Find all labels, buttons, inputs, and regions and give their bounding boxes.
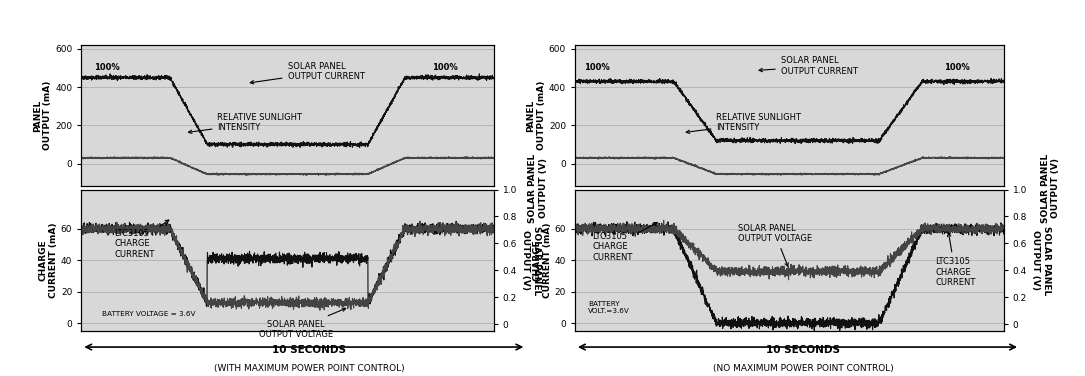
Text: SOLAR PANEL
OUTPUT CURRENT: SOLAR PANEL OUTPUT CURRENT [760, 56, 858, 76]
Text: (NO MAXIMUM POWER POINT CONTROL): (NO MAXIMUM POWER POINT CONTROL) [713, 364, 893, 373]
Y-axis label: CHARGE
CURRENT (mA): CHARGE CURRENT (mA) [39, 223, 59, 298]
Text: 100%: 100% [944, 64, 969, 73]
Text: LTC3105
CHARGE
CURRENT: LTC3105 CHARGE CURRENT [114, 220, 169, 259]
Text: SOLAR PANEL
OUTPUT VOLTAGE: SOLAR PANEL OUTPUT VOLTAGE [738, 224, 812, 266]
Y-axis label: CHARGE
CURRENT (mA): CHARGE CURRENT (mA) [533, 223, 552, 298]
Text: RELATIVE SUNLIGHT
INTENSITY: RELATIVE SUNLIGHT INTENSITY [189, 113, 303, 133]
Text: LTC3105
CHARGE
CURRENT: LTC3105 CHARGE CURRENT [935, 233, 975, 287]
Text: 100%: 100% [584, 64, 610, 73]
Text: 100%: 100% [93, 64, 119, 73]
Y-axis label: SOLAR PANEL
OUTPUT (V): SOLAR PANEL OUTPUT (V) [1031, 226, 1050, 295]
Text: SOLAR PANEL
OUTPUT CURRENT: SOLAR PANEL OUTPUT CURRENT [251, 62, 365, 84]
Text: 10 SECONDS: 10 SECONDS [272, 346, 346, 355]
Text: SOLAR PANEL
OUTPUT (V): SOLAR PANEL OUTPUT (V) [528, 153, 548, 223]
Y-axis label: PANEL
OUTPUT (mA): PANEL OUTPUT (mA) [33, 81, 52, 150]
Text: LTC3105
CHARGE
CURRENT: LTC3105 CHARGE CURRENT [592, 223, 658, 262]
Text: (WITH MAXIMUM POWER POINT CONTROL): (WITH MAXIMUM POWER POINT CONTROL) [214, 364, 405, 373]
Y-axis label: PANEL
OUTPUT (mA): PANEL OUTPUT (mA) [526, 81, 546, 150]
Text: 10 SECONDS: 10 SECONDS [766, 346, 840, 355]
Text: RELATIVE SUNLIGHT
INTENSITY: RELATIVE SUNLIGHT INTENSITY [686, 113, 802, 133]
Text: SOLAR PANEL
OUTPUT VOLTAGE: SOLAR PANEL OUTPUT VOLTAGE [258, 308, 346, 339]
Text: BATTERY
VOLT.=3.6V: BATTERY VOLT.=3.6V [588, 301, 629, 314]
Text: 100%: 100% [432, 64, 458, 73]
Text: SOLAR PANEL
OUTPUT (V): SOLAR PANEL OUTPUT (V) [1041, 153, 1060, 223]
Text: BATTERY VOLTAGE = 3.6V: BATTERY VOLTAGE = 3.6V [102, 311, 195, 317]
Y-axis label: SOLAR PANEL
OUTPUT (V): SOLAR PANEL OUTPUT (V) [521, 226, 540, 295]
